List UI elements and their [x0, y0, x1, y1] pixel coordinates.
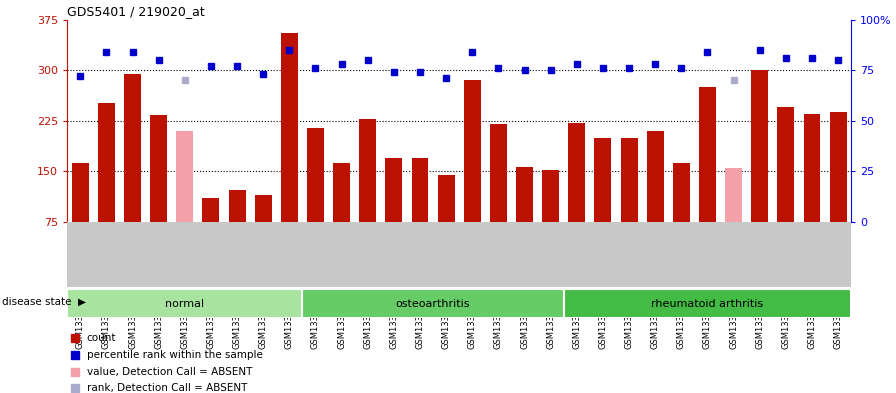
Text: rheumatoid arthritis: rheumatoid arthritis	[651, 299, 763, 309]
Bar	[254, 195, 271, 222]
Text: GDS5401 / 219020_at: GDS5401 / 219020_at	[67, 6, 205, 18]
Bar	[778, 107, 795, 222]
Bar	[490, 124, 507, 222]
Bar	[385, 158, 402, 222]
Text: percentile rank within the sample: percentile rank within the sample	[87, 350, 263, 360]
Bar	[542, 170, 559, 222]
Bar	[333, 163, 350, 222]
Bar	[621, 138, 638, 222]
Bar	[307, 128, 324, 222]
Bar	[804, 114, 821, 222]
Bar	[280, 33, 297, 222]
Bar	[568, 123, 585, 222]
Text: rank, Detection Call = ABSENT: rank, Detection Call = ABSENT	[87, 383, 247, 393]
Bar	[359, 119, 376, 222]
Bar	[72, 163, 89, 222]
Bar	[151, 116, 168, 222]
Bar	[725, 168, 742, 222]
Bar	[202, 198, 220, 222]
Bar	[594, 138, 611, 222]
Bar	[464, 81, 481, 222]
Bar	[516, 167, 533, 222]
Bar	[699, 87, 716, 222]
Bar	[124, 73, 141, 222]
Bar	[228, 190, 246, 222]
Text: value, Detection Call = ABSENT: value, Detection Call = ABSENT	[87, 367, 252, 376]
Text: normal: normal	[165, 299, 204, 309]
Bar	[564, 289, 851, 318]
Bar	[751, 70, 768, 222]
Bar	[411, 158, 428, 222]
Bar	[673, 163, 690, 222]
Text: osteoarthritis: osteoarthritis	[396, 299, 470, 309]
Text: count: count	[87, 333, 116, 343]
Bar	[647, 131, 664, 222]
Bar	[830, 112, 847, 222]
Bar	[437, 175, 454, 222]
Bar	[177, 131, 194, 222]
Text: disease state  ▶: disease state ▶	[2, 297, 86, 307]
Bar	[98, 103, 115, 222]
Bar	[302, 289, 564, 318]
Bar	[67, 289, 302, 318]
